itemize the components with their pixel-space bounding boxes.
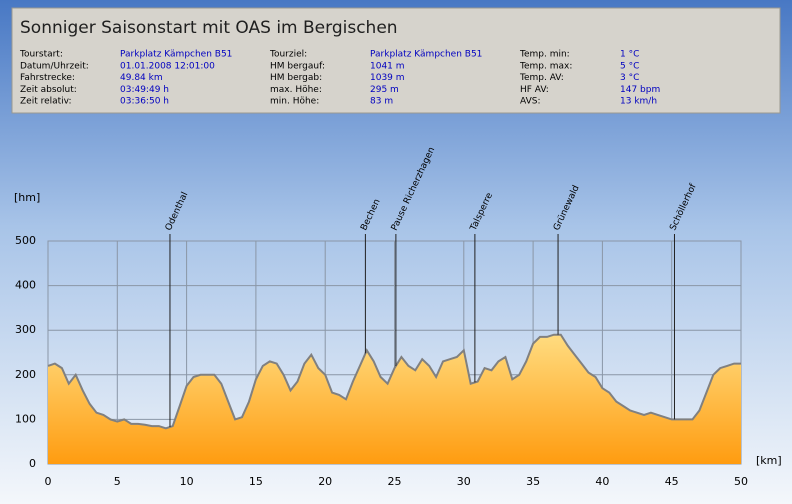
info-value: 03:36:50 h [120,97,169,107]
x-tick-label: 5 [114,475,121,488]
info-value: 1 °C [620,50,639,60]
x-tick-label: 25 [388,475,402,488]
y-tick-label: 0 [29,457,36,470]
info-label: Zeit relativ: [20,97,72,107]
y-tick-label: 200 [15,368,36,381]
y-tick-label: 300 [15,323,36,336]
x-tick-label: 20 [318,475,332,488]
info-value: 03:49:49 h [120,85,169,95]
info-label: min. Höhe: [270,97,319,107]
info-value: 3 °C [620,73,639,83]
info-label: Zeit absolut: [20,85,77,95]
info-value: 295 m [370,85,399,95]
info-value: 13 km/h [620,97,657,107]
info-label: Tourstart: [19,50,63,60]
x-tick-label: 30 [457,475,471,488]
info-label: HM bergab: [270,73,322,83]
profile-line [47,333,741,430]
info-label: Tourziel: [269,50,307,60]
info-value: 147 bpm [620,85,660,95]
x-tick-label: 50 [734,475,748,488]
info-label: max. Höhe: [270,85,322,95]
area-fill [48,334,741,464]
info-label: AVS: [520,97,540,107]
info-label: Fahrstrecke: [20,73,75,83]
y-tick-label: 400 [15,279,36,292]
x-axis-label: [km] [756,454,782,467]
info-label: HF AV: [520,85,549,95]
info-value: 49.84 km [120,73,163,83]
title: Sonniger Saisonstart mit OAS im Bergisch… [20,18,398,38]
info-value: 1041 m [370,61,405,71]
info-value: Parkplatz Kämpchen B51 [120,50,232,60]
y-tick-label: 100 [15,412,36,425]
info-value: 83 m [370,97,393,107]
x-tick-label: 15 [249,475,263,488]
x-tick-label: 10 [180,475,194,488]
x-tick-label: 45 [665,475,679,488]
info-label: HM bergauf: [270,61,325,71]
x-tick-label: 40 [595,475,609,488]
info-label: Datum/Uhrzeit: [20,61,89,71]
x-tick-label: 35 [526,475,540,488]
info-value: 1039 m [370,73,405,83]
y-tick-label: 500 [15,234,36,247]
x-tick-label: 0 [45,475,52,488]
info-value: 5 °C [620,61,639,71]
info-value: 01.01.2008 12:01:00 [120,61,215,71]
info-label: Temp. min: [519,50,570,60]
y-axis-label: [hm] [14,191,40,204]
info-label: Temp. AV: [519,73,564,83]
header-panel [11,7,781,114]
info-value: Parkplatz Kämpchen B51 [370,50,482,60]
info-label: Temp. max: [519,61,572,71]
